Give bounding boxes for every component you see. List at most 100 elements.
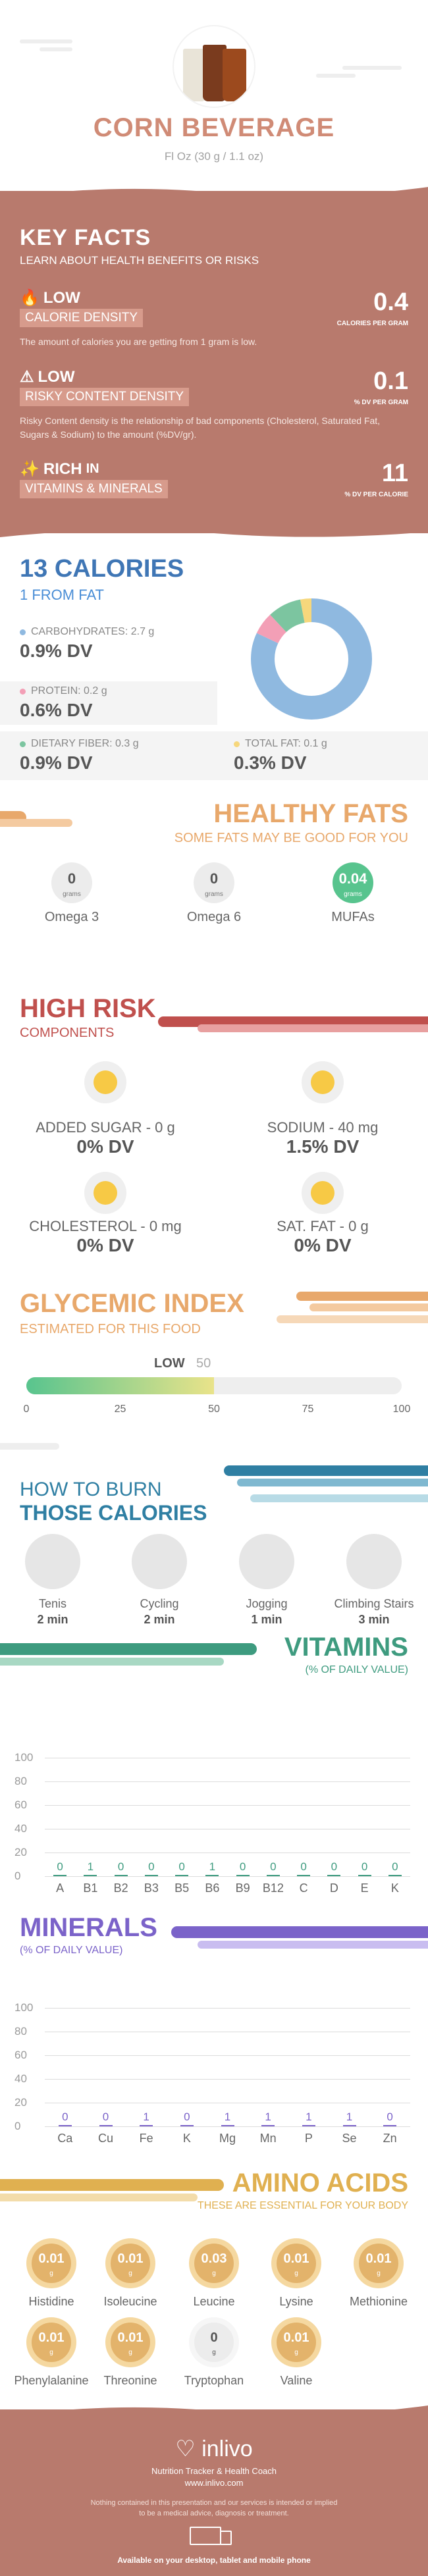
- amino-circle: 0.01 g: [105, 2317, 155, 2367]
- fat-unit: grams: [344, 891, 362, 898]
- fat-omega3-circle: 0 grams: [51, 862, 92, 903]
- fat-mufa-label: MUFAs: [331, 910, 375, 924]
- bar-E: [358, 1875, 371, 1876]
- x-tick-label: D: [329, 1881, 338, 1895]
- activity-name: Jogging: [246, 1597, 288, 1610]
- footer-disclaimer-2: to be a medical advice, diagnosis or tre…: [139, 2510, 289, 2517]
- nutrient-dv: 0.9% DV: [20, 641, 93, 661]
- bar-value: 0: [62, 2111, 68, 2123]
- key-fact-calorie-density: 🔥 LOW CALORIE DENSITY 0.4 CALORIES PER GRA…: [20, 288, 408, 349]
- x-tick-label: Mn: [259, 2132, 277, 2145]
- amino-value: 0: [210, 2330, 218, 2345]
- bar-value: 0: [184, 2111, 190, 2123]
- amino-value: 0.01: [283, 2251, 309, 2266]
- amino-circle: 0.01 g: [271, 2238, 321, 2288]
- donut-slice-fat: [251, 598, 372, 720]
- bar-K: [180, 2125, 194, 2126]
- x-tick-label: B1: [83, 1881, 98, 1895]
- fat-omega3-label: Omega 3: [44, 910, 99, 924]
- key-fact-unit: CALORIES PER GRAM: [336, 320, 408, 327]
- bar-B1: [84, 1875, 97, 1876]
- gridline: [45, 1876, 410, 1877]
- vitamins-subtitle: (% OF DAILY VALUE): [305, 1664, 408, 1675]
- glycemic-tick: 75: [302, 1404, 314, 1415]
- nutrient-label: TOTAL FAT: 0.1 g: [245, 738, 327, 749]
- key-facts-title: KEY FACTS: [20, 225, 151, 250]
- bar-value: 0: [178, 1860, 185, 1873]
- bar-Fe: [140, 2125, 153, 2126]
- calories-donut-chart: [251, 598, 372, 720]
- amino-unit: g: [212, 2270, 216, 2277]
- bar-Zn: [383, 2125, 397, 2126]
- bar-value: 0: [300, 1860, 307, 1873]
- vitamins-title: VITAMINS: [284, 1633, 408, 1662]
- fat-value: 0: [67, 870, 76, 887]
- gridline: [45, 2008, 410, 2009]
- activity-time: 3 min: [358, 1613, 390, 1626]
- fat-omega6-label: Omega 6: [186, 910, 242, 924]
- serving-size: Fl Oz (30 g / 1.1 oz): [164, 150, 264, 163]
- key-fact-tag: RISKY CONTENT DENSITY: [20, 388, 190, 406]
- y-tick-label: 80: [14, 1775, 27, 1787]
- risk-sat-fat-dv: 0% DV: [294, 1235, 352, 1255]
- minerals-subtitle: (% OF DAILY VALUE): [20, 1945, 123, 1956]
- bar-value: 1: [87, 1860, 94, 1873]
- y-tick-label: 100: [14, 2001, 34, 2014]
- key-fact-value: 0.1: [373, 367, 408, 395]
- footer-url[interactable]: www.inlivo.com: [184, 2478, 244, 2488]
- footer-disclaimer-1: Nothing contained in this presentation a…: [90, 2499, 338, 2507]
- grin-face-icon: [302, 1172, 344, 1214]
- bar-B6: [205, 1875, 219, 1876]
- gridline: [45, 1805, 410, 1806]
- bar-P: [302, 2125, 315, 2126]
- nutrient-label: CARBOHYDRATES: 2.7 g: [31, 626, 155, 637]
- healthy-fats-title: HEALTHY FATS: [213, 799, 408, 828]
- x-tick-label: Zn: [383, 2132, 397, 2145]
- bar-value: 0: [361, 1860, 368, 1873]
- gridline: [45, 2055, 410, 2056]
- fat-mufa-circle: 0.04 grams: [333, 862, 373, 903]
- activity-time: 2 min: [144, 1613, 175, 1626]
- brand-name: inlivo: [201, 2436, 253, 2461]
- jogging-icon: [239, 1534, 294, 1589]
- cycling-icon: [132, 1534, 187, 1589]
- minerals-section: MINERALS (% OF DAILY VALUE) 100 80 60 40 20 0…: [0, 1909, 428, 2159]
- amino-unit: g: [49, 2270, 53, 2277]
- glycemic-title: GLYCEMIC INDEX: [20, 1289, 244, 1318]
- fat-omega6-circle: 0 grams: [194, 862, 234, 903]
- risk-added-sugar-label: ADDED SUGAR - 0 g: [36, 1119, 175, 1136]
- x-tick-label: E: [360, 1881, 369, 1895]
- key-fact-tag: VITAMINS & MINERALS: [20, 480, 168, 498]
- bar-value: 1: [346, 2111, 353, 2123]
- glycemic-level: LOW: [154, 1356, 185, 1371]
- key-fact-unit: % DV PER CALORIE: [344, 491, 408, 498]
- bar-value: 1: [209, 1860, 216, 1873]
- bar-value: 1: [224, 2111, 231, 2123]
- glycemic-tick: 100: [392, 1404, 411, 1415]
- key-fact-vitamins-minerals: ✨ RICH IN VITAMINS & MINERALS 11 % DV PER C…: [20, 460, 408, 498]
- glycemic-subtitle: ESTIMATED FOR THIS FOOD: [20, 1322, 201, 1336]
- amino-name: Lysine: [279, 2295, 313, 2308]
- bar-C: [297, 1875, 311, 1876]
- glycemic-bar-fill: [26, 1377, 214, 1394]
- devices-icon: [178, 2525, 250, 2545]
- key-facts-section: KEY FACTS LEARN ABOUT HEALTH BENEFITS OR…: [0, 187, 428, 537]
- key-fact-desc: The amount of calories you are getting f…: [20, 336, 257, 347]
- amino-name: Threonine: [103, 2374, 157, 2387]
- bar-Mn: [261, 2125, 275, 2126]
- bar-B5: [175, 1875, 189, 1876]
- key-fact-level: LOW: [43, 288, 80, 307]
- bar-value: 1: [306, 2111, 312, 2123]
- amino-unit: g: [128, 2270, 132, 2277]
- calories-title: 13 CALORIES: [20, 555, 184, 583]
- bar-Cu: [99, 2125, 113, 2126]
- flame-icon: 🔥: [20, 289, 40, 307]
- vitamins-section: VITAMINS (% OF DAILY VALUE) 100 80 60 40 20 0…: [0, 1626, 428, 1903]
- bar-B9: [236, 1875, 250, 1876]
- bar-value: 0: [239, 1860, 246, 1873]
- amino-unit: g: [377, 2270, 381, 2277]
- activity-name: Cycling: [140, 1597, 179, 1610]
- beverage-glasses-icon: [174, 26, 254, 107]
- x-tick-label: K: [390, 1881, 399, 1895]
